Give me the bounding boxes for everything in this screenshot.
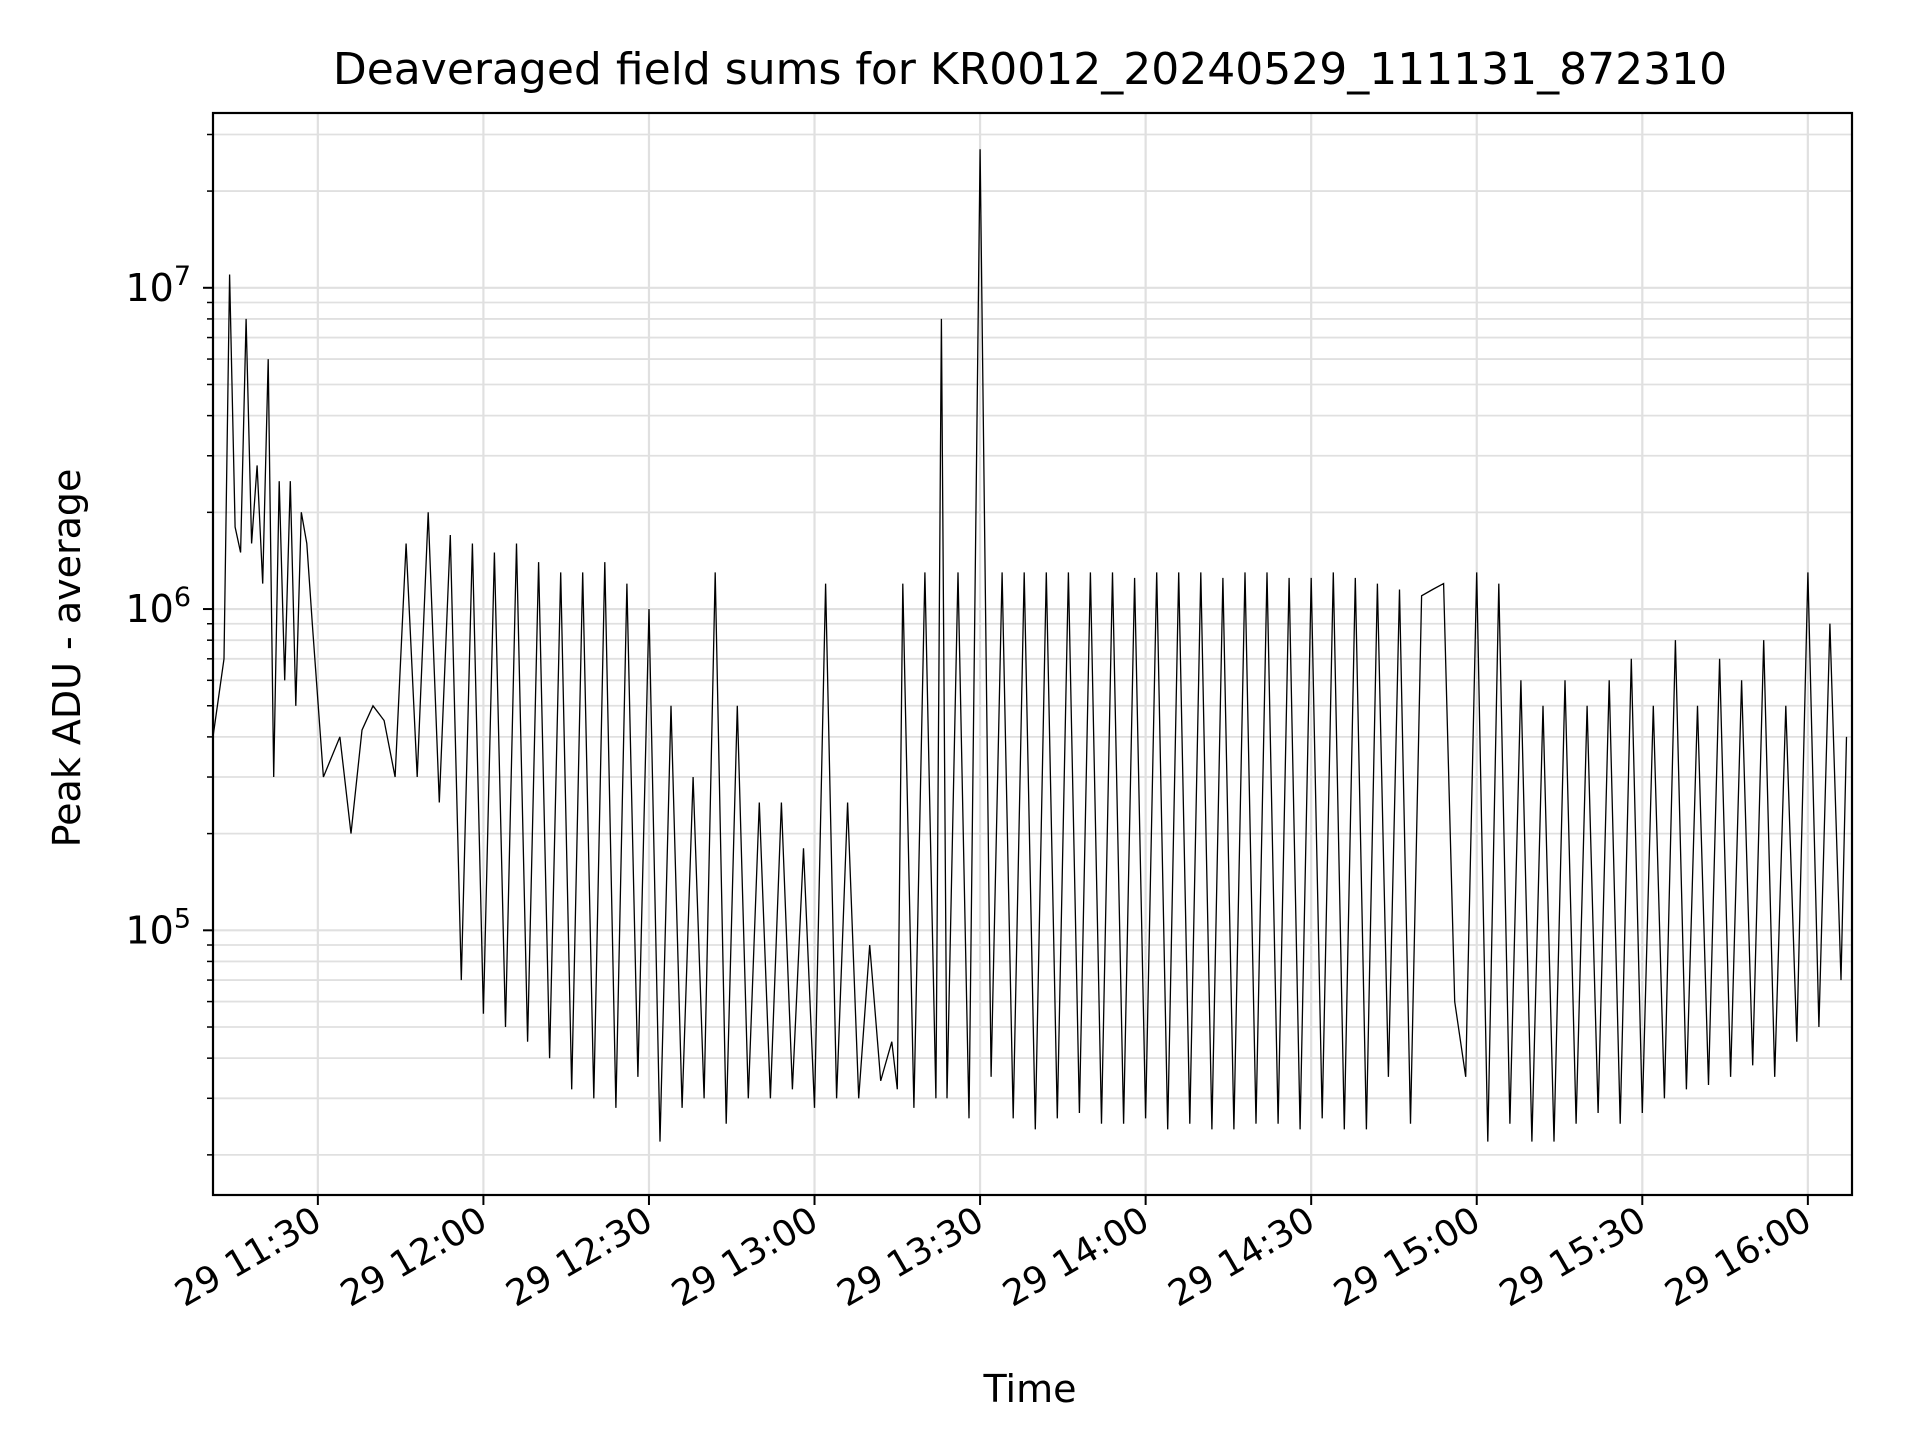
axes-frame	[211, 111, 1854, 1197]
y-axis-label: Peak ADU - average	[45, 469, 89, 848]
x-tick-label: 29 12:30	[500, 1199, 660, 1315]
x-tick-label: 29 15:30	[1493, 1199, 1653, 1315]
x-tick-label: 29 11:30	[168, 1199, 328, 1315]
x-tick-label: 29 13:00	[665, 1199, 825, 1315]
chart-title: Deaveraged field sums for KR0012_2024052…	[333, 44, 1727, 95]
plot-area	[213, 149, 1848, 1142]
axes: 29 11:30 29 12:00 29 12:30 29 13:00 29 13:30…	[125, 111, 1854, 1315]
x-tick-label: 29 13:30	[831, 1199, 991, 1315]
y-tick-label: 105	[125, 903, 191, 952]
x-tick-label: 29 16:00	[1658, 1199, 1818, 1315]
x-tick-label: 29 15:00	[1327, 1199, 1487, 1315]
grid	[213, 113, 1852, 1195]
y-tick-label: 106	[125, 582, 191, 631]
x-tick-label: 29 14:00	[996, 1199, 1156, 1315]
x-tick-label: 29 12:00	[334, 1199, 494, 1315]
x-tick-label: 29 14:30	[1162, 1199, 1322, 1315]
data-series-line	[213, 149, 1848, 1142]
x-axis-label: Time	[983, 1367, 1077, 1411]
y-tick-label: 107	[125, 261, 191, 310]
